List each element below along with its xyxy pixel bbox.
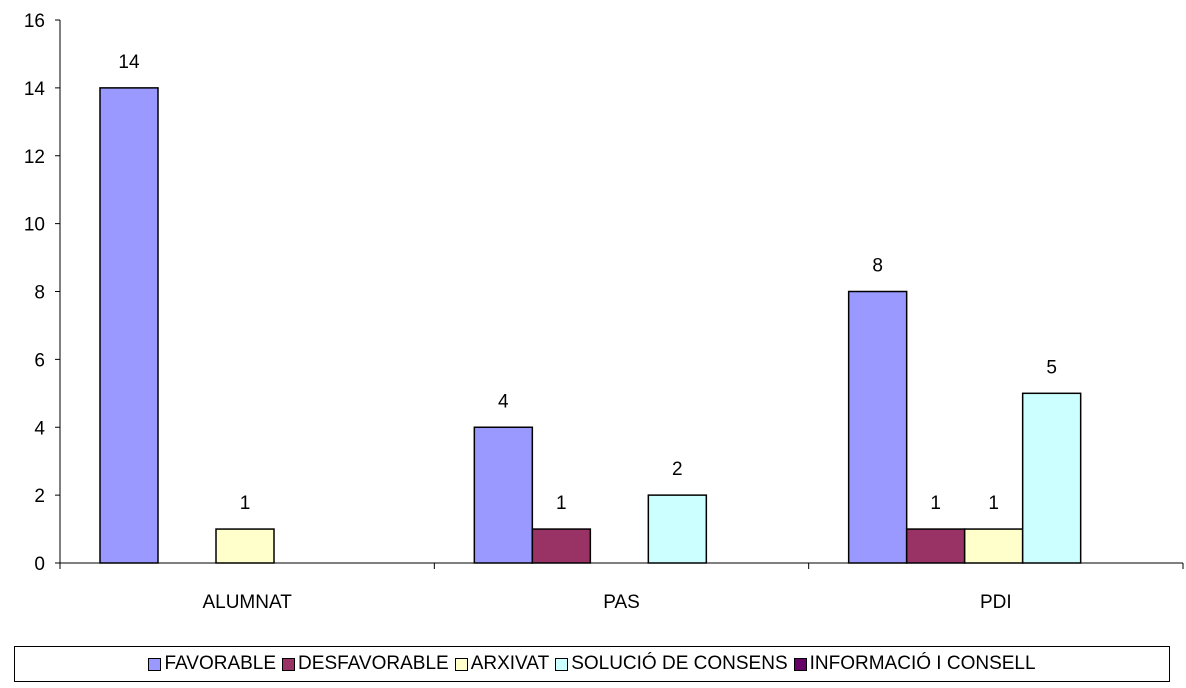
y-tick-label: 2 [34, 486, 45, 507]
data-label: 8 [872, 256, 883, 277]
y-tick-label: 6 [34, 350, 45, 371]
data-label: 1 [930, 493, 941, 514]
bars [99, 87, 1082, 564]
data-label: 4 [498, 391, 509, 412]
bar [847, 290, 908, 564]
legend-swatch [454, 657, 468, 671]
y-tick-label: 14 [24, 79, 46, 100]
legend-label: INFORMACIÓ I CONSELL [809, 653, 1036, 674]
y-tick-label: 12 [24, 147, 45, 168]
bar [647, 494, 708, 564]
x-axis: ALUMNAT PAS PDI [59, 562, 1184, 613]
bar [473, 426, 534, 564]
x-tick-label: PAS [603, 592, 640, 613]
legend-label: SOLUCIÓ DE CONSENS [571, 653, 788, 674]
y-tick-label: 4 [34, 418, 45, 439]
legend-label: FAVORABLE [164, 653, 277, 674]
legend-swatch [555, 657, 569, 671]
x-tick-label: ALUMNAT [202, 592, 292, 613]
data-label: 1 [556, 493, 567, 514]
data-label: 14 [118, 52, 140, 73]
y-tick-label: 16 [24, 11, 45, 32]
x-tick-label: PDI [980, 592, 1012, 613]
bar [215, 528, 275, 564]
bar [531, 528, 592, 564]
y-tick-label: 8 [34, 283, 45, 304]
data-label: 1 [988, 493, 999, 514]
data-label: 2 [672, 459, 683, 480]
bar [963, 528, 1024, 564]
legend-item: SOLUCIÓ DE CONSENS [555, 653, 788, 675]
legend: FAVORABLE DESFAVORABLE ARXIVAT SOLUCIÓ DE C… [14, 646, 1170, 682]
y-axis: 0 2 4 6 8 10 12 14 16 [24, 11, 61, 575]
bar [1021, 392, 1082, 564]
legend-item: INFORMACIÓ I CONSELL [793, 653, 1036, 675]
data-label: 1 [240, 493, 251, 514]
legend-item: FAVORABLE [148, 653, 276, 675]
legend-swatch [282, 657, 296, 671]
bar [99, 87, 159, 564]
legend-item: ARXIVAT [454, 653, 550, 675]
legend-label: ARXIVAT [470, 653, 550, 674]
y-tick-label: 10 [24, 215, 45, 236]
legend-item: DESFAVORABLE [282, 653, 449, 675]
legend-label: DESFAVORABLE [298, 653, 449, 674]
legend-swatch [793, 657, 807, 671]
y-tick-label: 0 [34, 554, 45, 575]
data-label: 5 [1046, 357, 1057, 378]
bar [905, 528, 966, 564]
legend-swatch [148, 657, 162, 671]
